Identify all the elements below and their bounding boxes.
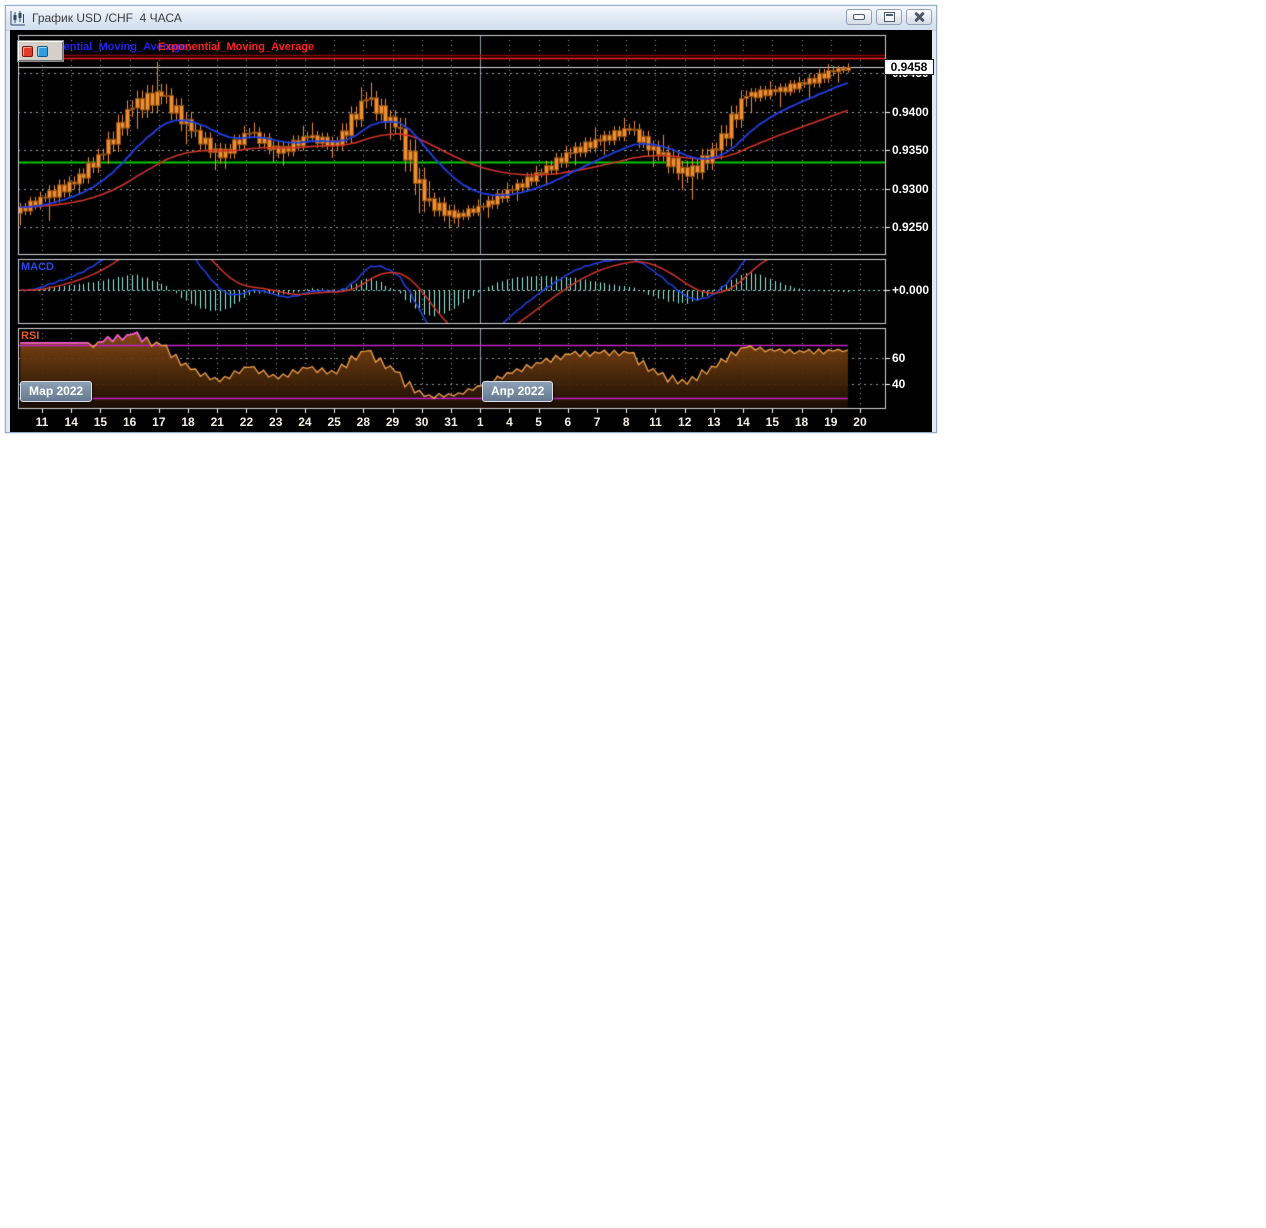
- current-price-box: 0.9458: [884, 59, 934, 75]
- x-axis-day-label: 15: [765, 415, 780, 429]
- minimize-icon: [853, 14, 865, 20]
- minimize-button[interactable]: [846, 9, 872, 25]
- x-axis-day-label: 8: [622, 415, 630, 429]
- chart-canvas[interactable]: [10, 30, 932, 432]
- chart-client-area: Exponential_Moving_Average Exponential_M…: [10, 30, 934, 432]
- x-axis-day-label: 15: [93, 415, 108, 429]
- macd-panel-label: MACD: [21, 261, 54, 273]
- x-axis-day-label: 20: [853, 415, 867, 429]
- x-axis-day-label: 4: [506, 415, 513, 429]
- window-controls: [846, 9, 932, 25]
- month-badge: Мар 2022: [20, 381, 93, 402]
- x-axis-day-label: 18: [794, 415, 809, 429]
- x-axis-day-label: 22: [239, 415, 254, 429]
- x-axis-day-label: 14: [64, 415, 78, 429]
- month-badge: Апр 2022: [482, 381, 554, 402]
- x-axis-day-label: 18: [181, 415, 195, 429]
- maximize-button[interactable]: [876, 9, 902, 25]
- x-axis-day-label: 17: [152, 415, 166, 429]
- x-axis-day-label: 14: [736, 415, 750, 429]
- x-axis-day-label: 24: [298, 415, 312, 429]
- macd-zero-label: +0.000: [892, 283, 930, 297]
- x-axis-day-label: 1: [476, 415, 484, 429]
- x-axis-day-label: 21: [210, 415, 224, 429]
- price-axis-label: 0.9350: [892, 143, 929, 158]
- price-axis-label: 0.9250: [892, 220, 929, 235]
- titlebar[interactable]: График USD /CHF 4 ЧАСА: [6, 6, 936, 31]
- x-axis-day-label: 28: [356, 415, 371, 429]
- indicator-toggle-box: [17, 40, 64, 62]
- ema-toggle-red-button[interactable]: [22, 46, 33, 57]
- price-axis-label: 0.9400: [892, 104, 929, 119]
- x-axis-day-label: 16: [122, 415, 137, 429]
- x-axis-day-label: 30: [415, 415, 429, 429]
- ema-toggle-blue-button[interactable]: [37, 46, 48, 57]
- window-title: График USD /CHF 4 ЧАСА: [32, 11, 182, 25]
- x-axis-day-label: 13: [707, 415, 721, 429]
- ema-fast-legend-label: Exponential_Moving_Average: [30, 41, 187, 53]
- candlestick-chart-icon: [10, 11, 25, 26]
- x-axis-day-label: 5: [535, 415, 542, 429]
- maximize-icon: [883, 12, 895, 22]
- x-axis-day-label: 19: [824, 415, 838, 429]
- x-axis-day-label: 31: [444, 415, 458, 429]
- x-axis-day-label: 6: [564, 415, 572, 429]
- x-axis-day-label: 11: [35, 415, 49, 429]
- x-axis-day-label: 12: [678, 415, 692, 429]
- x-axis-day-label: 23: [269, 415, 283, 429]
- ema-slow-legend-label: Exponential_Moving_Average: [158, 41, 315, 53]
- rsi-level-label: 60: [892, 350, 906, 365]
- price-axis-label: 0.9300: [892, 181, 929, 196]
- rsi-level-label: 40: [892, 377, 906, 392]
- chart-window: График USD /CHF 4 ЧАСА Exponential_Movin…: [5, 5, 937, 433]
- x-axis-day-label: 11: [649, 415, 662, 429]
- close-icon: [914, 12, 924, 22]
- rsi-panel-label: RSI: [21, 330, 40, 342]
- close-button[interactable]: [906, 9, 932, 25]
- x-axis-day-label: 25: [327, 415, 341, 429]
- x-axis-day-label: 7: [593, 415, 601, 429]
- x-axis-day-label: 29: [385, 415, 400, 429]
